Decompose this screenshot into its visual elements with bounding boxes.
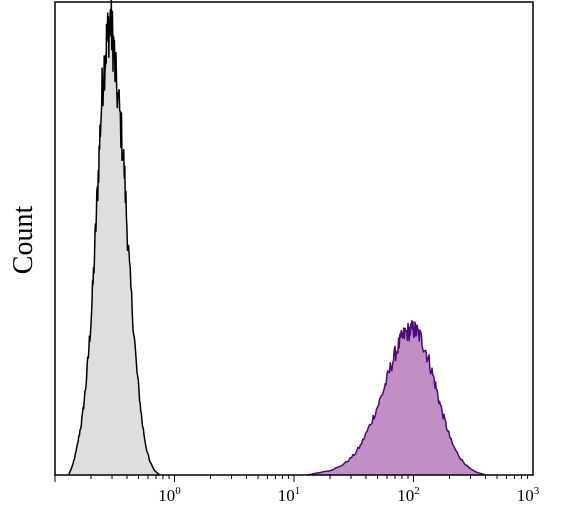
series-1-outline [67,0,161,476]
series-layer [67,0,486,476]
series-2-area [307,320,486,475]
y-axis-title: Count [8,206,39,275]
x-tick-label: 101 [278,485,301,505]
x-axis-ticks: 100 101 102 103 [54,475,540,505]
x-tick-label: 100 [158,485,181,505]
series-1-area [68,0,160,475]
x-tick-label: 102 [397,485,420,505]
x-tick-label: 103 [517,485,540,505]
series-2-outline [307,320,486,476]
